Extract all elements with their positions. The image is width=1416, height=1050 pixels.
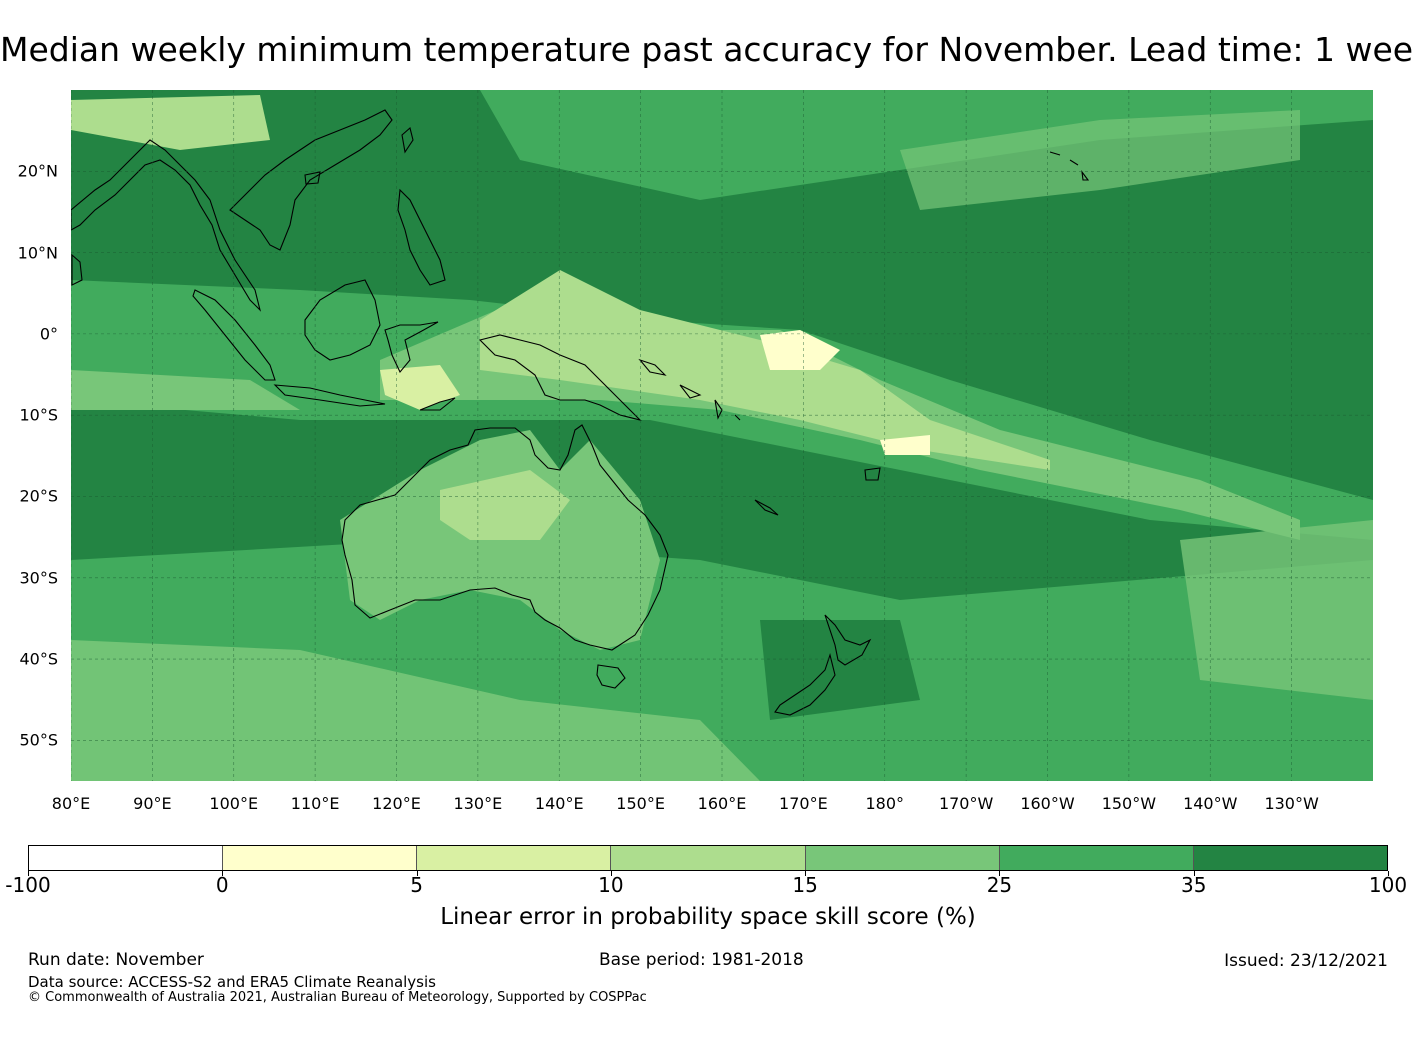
longitude-label: 160°E	[697, 794, 747, 813]
coast-timor	[419, 397, 456, 411]
latitude-label: 30°S	[19, 568, 58, 588]
longitude-label: 150°E	[616, 794, 665, 813]
longitude-label: 120°E	[372, 794, 421, 813]
base-period: Base period: 1981-2018	[599, 950, 804, 970]
colorbar-tick-label: 25	[986, 873, 1013, 897]
colorbar-segment	[999, 846, 1194, 870]
region-southern-band	[71, 640, 760, 781]
coast-sumatra	[192, 289, 276, 381]
region-west-pacific-light	[760, 330, 840, 370]
longitude-label: 180°	[865, 794, 905, 813]
colorbar-tick-label: 35	[1180, 873, 1207, 897]
region-north-west-light	[71, 95, 270, 150]
longitude-label: 130°E	[453, 794, 503, 813]
latitude-label: 50°S	[19, 730, 58, 750]
latitude-label: 20°N	[17, 161, 58, 181]
colorbar-tick-mark	[1193, 871, 1195, 876]
colorbar-tick-label: 5	[410, 873, 423, 897]
data-source: Data source: ACCESS-S2 and ERA5 Climate …	[28, 973, 436, 991]
longitude-label: 90°E	[133, 794, 172, 813]
longitude-label: 150°W	[1101, 794, 1157, 813]
map-field	[71, 90, 1373, 781]
copyright: © Commonwealth of Australia 2021, Austra…	[28, 990, 647, 1005]
coast-philippines	[397, 188, 446, 286]
longitude-label: 130°W	[1264, 794, 1319, 813]
colorbar-tick-mark	[610, 871, 612, 876]
region-maritime-light	[380, 365, 460, 410]
colorbar-tick-label: 10	[598, 873, 624, 897]
region-nz-sea	[760, 620, 920, 720]
coast-sri-lanka	[71, 253, 83, 286]
colorbar-tick-mark	[805, 871, 807, 876]
coastlines	[71, 109, 1090, 716]
longitude-label: 170°W	[938, 794, 994, 813]
graticule	[71, 90, 1373, 781]
longitude-label: 80°E	[51, 794, 91, 813]
region-north-pacific-light	[900, 110, 1300, 210]
coast-hainan	[304, 171, 321, 185]
colorbar-tick-label: -100	[5, 873, 51, 897]
colorbar-tick-label: 100	[1368, 873, 1408, 897]
region-spcz-core	[480, 270, 1050, 470]
coast-solomon-islands	[638, 358, 702, 399]
longitude-label: 170°E	[779, 794, 828, 813]
longitude-label: 140°W	[1183, 794, 1238, 813]
colorbar-tick-mark	[222, 871, 224, 876]
colorbar	[28, 845, 1388, 871]
longitude-label: 140°E	[534, 794, 584, 813]
coast-sulawesi	[384, 321, 439, 374]
issued-date: Issued: 23/12/2021	[1224, 951, 1388, 971]
colorbar-tick-mark	[28, 871, 29, 876]
coast-new-zealand-north	[824, 614, 872, 666]
latitude-label: 10°S	[19, 405, 58, 425]
colorbar-tick-mark	[416, 871, 418, 876]
latitude-label: 0°	[39, 324, 58, 344]
coast-vanuatu	[714, 399, 741, 421]
colorbar-label: Linear error in probability space skill …	[440, 904, 976, 930]
colorbar-segment	[611, 846, 806, 870]
longitude-label: 110°E	[290, 794, 340, 813]
region-spcz-light	[880, 435, 930, 455]
coast-hawaii	[1049, 151, 1090, 181]
coast-new-guinea	[478, 334, 642, 422]
longitude-label: 160°W	[1020, 794, 1075, 813]
longitude-label: 100°E	[209, 794, 259, 813]
colorbar-tick-label: 15	[792, 873, 818, 897]
coast-new-caledonia	[754, 499, 779, 516]
colorbar-segment	[805, 846, 1000, 870]
colorbar-segment	[29, 846, 224, 870]
coast-tasmania	[596, 664, 626, 689]
latitude-label: 40°S	[19, 649, 58, 669]
chart-title: Median weekly minimum temperature past a…	[0, 30, 1416, 69]
colorbar-tick-label: 0	[215, 873, 229, 897]
coast-fiji	[864, 467, 881, 481]
colorbar-segment	[417, 846, 612, 870]
coast-indochina	[229, 109, 393, 251]
coast-java	[273, 384, 386, 407]
coast-asia-mainland	[71, 139, 262, 312]
colorbar-tick-mark	[1388, 871, 1389, 876]
run-date: Run date: November	[28, 950, 204, 970]
coast-taiwan	[401, 126, 414, 154]
latitude-label: 10°N	[17, 243, 58, 263]
region-australia-light	[440, 470, 570, 540]
region-south-pacific	[1180, 520, 1373, 700]
colorbar-tick-mark	[999, 871, 1001, 876]
coast-new-zealand-south	[774, 653, 836, 716]
colorbar-segment	[223, 846, 418, 870]
region-indian-ocean-light	[71, 370, 300, 410]
latitude-label: 20°S	[19, 486, 58, 506]
coast-australia	[341, 424, 669, 651]
colorbar-segment	[1193, 846, 1387, 870]
coast-borneo	[304, 279, 381, 361]
